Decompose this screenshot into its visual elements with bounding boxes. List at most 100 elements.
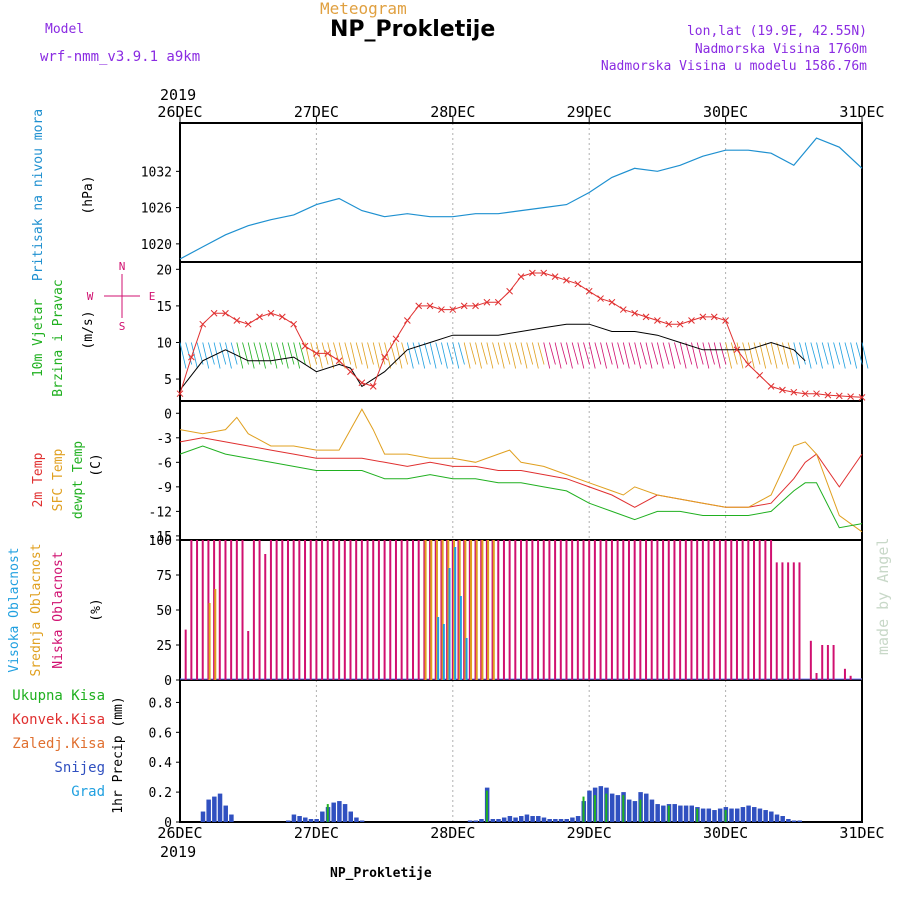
time-tick-bottom: 26DEC <box>157 824 202 842</box>
precip-snow-bar <box>780 816 785 822</box>
wind-barb <box>514 342 522 365</box>
precip-snow-bar <box>553 819 558 822</box>
precip-legend-0: Ukupna Kisa <box>12 688 105 704</box>
wind-barb <box>372 342 380 369</box>
precip-snow-bar <box>678 805 683 822</box>
precip-snow-bar <box>632 801 638 822</box>
station-title: NP_Prokletije <box>330 17 496 42</box>
precip-snow-bar <box>229 814 234 822</box>
wind-barb <box>850 342 858 369</box>
wind-gust-marker <box>756 372 764 379</box>
precip-snow-bar <box>570 817 575 822</box>
wind-gust-marker <box>779 386 786 394</box>
panel-frame <box>179 679 863 823</box>
precip-snow-bar <box>200 811 206 822</box>
wind-barb <box>497 342 505 369</box>
y-tick-label: -12 <box>149 505 172 520</box>
wind-barb <box>350 342 357 369</box>
wind-barb <box>344 342 352 365</box>
wind-gust-marker <box>551 273 559 280</box>
wind-barb <box>503 342 511 365</box>
y-tick-label: 0 <box>164 674 172 689</box>
wind-barb <box>611 342 619 369</box>
precip-snow-bar <box>331 802 336 822</box>
wind-gust-marker <box>392 335 400 343</box>
wind-barb <box>844 342 852 365</box>
precip-snow-bar <box>524 814 530 822</box>
precip-snow-bar <box>683 805 689 822</box>
year-top: 2019 <box>160 86 196 104</box>
model-name: wrf-nmm_v3.9.1 a9km <box>40 49 201 65</box>
precip-snow-bar <box>598 786 604 822</box>
precip-snow-bar <box>717 808 723 822</box>
wind-barb <box>355 342 363 365</box>
label-temp-dew: dewpt Temp <box>71 441 86 519</box>
wind-gust-marker <box>665 320 673 328</box>
wind-barb <box>429 342 437 369</box>
wind-barb <box>287 342 295 365</box>
label-cloud-low: Niska Oblacnost <box>51 551 66 668</box>
wind-gust-marker <box>403 317 411 324</box>
wind-barb <box>423 342 431 365</box>
wind-barb <box>554 342 562 369</box>
wind-barb <box>634 342 642 369</box>
precip-snow-bar <box>291 814 297 822</box>
wind-barb <box>685 342 693 365</box>
model-elevation-label: Nadmorska Visina u modelu 1586.76m <box>600 59 867 74</box>
y-tick-label: 0 <box>164 407 172 422</box>
wind-barb <box>196 342 204 365</box>
wind-barb <box>338 342 346 369</box>
wind-barb <box>236 342 244 369</box>
wind-gust-marker <box>733 346 741 354</box>
wind-barb <box>441 342 448 369</box>
precip-snow-bar <box>314 819 319 822</box>
precip-snow-bar <box>712 810 717 822</box>
label-pressure: Pritisak na nivou mora <box>31 109 46 281</box>
wind-barb <box>367 342 374 365</box>
unit-cloud: (%) <box>89 598 104 621</box>
unit-precip: 1hr Precip (mm) <box>111 696 126 813</box>
y-tick-label: 1032 <box>141 165 172 180</box>
wind-gust-marker <box>619 306 627 313</box>
wind-barb <box>310 342 318 365</box>
elevation-label: Nadmorska Visina 1760m <box>694 42 867 57</box>
wind-gust-marker <box>688 317 695 324</box>
precip-snow-bar <box>740 807 746 822</box>
wind-speed-line <box>179 323 806 391</box>
wind-barb <box>702 342 710 369</box>
y-tick-label: -9 <box>156 481 172 496</box>
temp-line-2 <box>179 445 863 529</box>
compass-s: S <box>119 320 126 333</box>
precip-snow-bar <box>541 817 547 822</box>
wind-barb <box>747 342 755 369</box>
precip-snow-bar <box>547 819 552 822</box>
wind-barb <box>247 342 255 369</box>
footer-station: NP_Prokletije <box>330 866 432 881</box>
wind-gust-marker <box>676 320 684 328</box>
wind-barb <box>418 342 426 369</box>
wind-barb <box>526 342 534 365</box>
wind-gust-marker <box>858 393 866 401</box>
wind-barb <box>361 342 369 369</box>
wind-barb <box>259 342 266 369</box>
wind-gust-marker <box>426 302 434 310</box>
wind-gust-marker <box>744 361 752 368</box>
precip-snow-bar <box>354 817 359 822</box>
temp-line-1 <box>179 408 863 533</box>
wind-barb <box>793 342 801 369</box>
time-tick-top: 27DEC <box>294 103 339 121</box>
precip-legend-3: Snijeg <box>54 760 105 776</box>
wind-barb <box>469 342 477 365</box>
precip-snow-bar <box>689 805 694 822</box>
precip-rain-bar <box>667 805 670 822</box>
wind-barb <box>770 342 778 369</box>
wind-barb <box>219 342 227 365</box>
wind-gust-marker <box>642 313 650 321</box>
wind-gust-marker <box>585 287 593 295</box>
wind-gust-marker <box>176 390 184 398</box>
wind-gust-marker <box>608 298 616 306</box>
precip-snow-bar <box>587 790 592 822</box>
wind-barb <box>549 342 556 365</box>
wind-gust-marker <box>347 368 354 376</box>
precip-rain-bar <box>724 810 727 822</box>
